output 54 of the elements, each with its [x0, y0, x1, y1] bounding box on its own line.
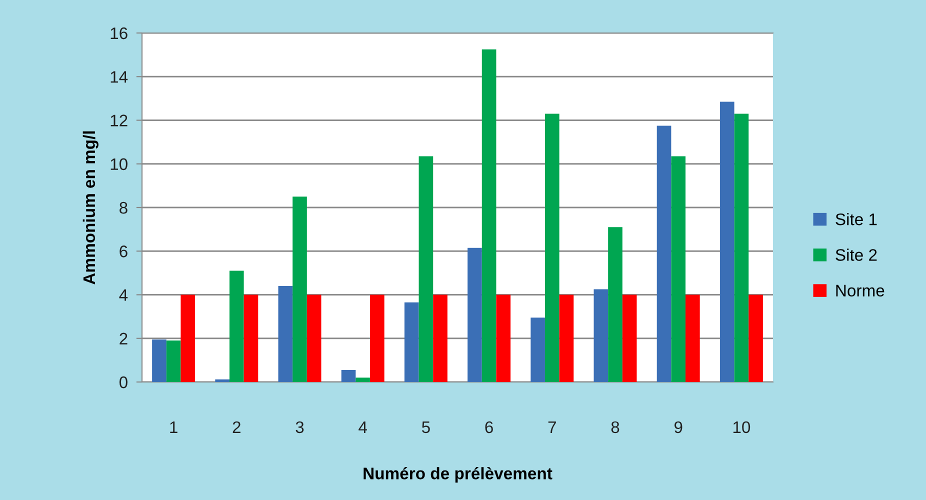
bar — [404, 302, 419, 382]
y-tick-label: 14 — [110, 71, 128, 83]
legend-label: Norme — [836, 284, 884, 297]
x-tick-label: 7 — [548, 422, 556, 433]
y-tick-label: 12 — [110, 114, 128, 126]
bar — [544, 114, 560, 382]
y-tick-label: 10 — [110, 158, 128, 170]
y-tick-label: 16 — [110, 27, 128, 40]
x-axis-title: Numéro de prélèvement — [364, 466, 552, 483]
y-tick-label: 4 — [119, 289, 128, 301]
bar — [341, 370, 356, 382]
bar — [215, 379, 230, 382]
y-tick-label: 0 — [119, 376, 128, 388]
bar — [278, 286, 293, 382]
bar — [530, 318, 545, 382]
x-tick-label: 4 — [358, 422, 367, 433]
bar — [356, 378, 370, 382]
bar — [734, 114, 749, 382]
bar — [671, 156, 686, 382]
bar — [244, 294, 258, 382]
bar — [433, 294, 448, 382]
bar — [418, 156, 434, 382]
y-tick-label: 8 — [120, 202, 128, 214]
y-axis-title: Ammonium en mg/l — [82, 131, 98, 284]
bar — [608, 227, 622, 382]
x-tick-label: 5 — [422, 422, 430, 434]
bar — [559, 294, 574, 382]
x-tick-label: 6 — [485, 421, 493, 434]
legend-label: Site 2 — [836, 248, 877, 261]
bar — [152, 339, 166, 382]
y-tick-label: 2 — [120, 332, 128, 344]
bar — [468, 248, 482, 382]
x-tick-label: 9 — [674, 421, 682, 434]
x-tick-label: 2 — [232, 421, 240, 433]
bar — [229, 270, 244, 382]
bar — [292, 196, 307, 382]
bar — [166, 340, 181, 382]
x-tick-label: 10 — [733, 421, 750, 434]
bar — [496, 294, 511, 382]
bar — [686, 294, 700, 382]
bar — [370, 294, 384, 382]
bar — [656, 126, 672, 382]
x-tick-label: 1 — [170, 422, 178, 433]
bar — [622, 294, 637, 382]
bar — [180, 294, 196, 382]
bar — [748, 294, 763, 382]
bar — [306, 294, 322, 382]
x-tick-label: 3 — [296, 421, 304, 434]
y-tick-label: 6 — [120, 246, 128, 258]
bar — [482, 49, 496, 382]
bar — [594, 289, 608, 382]
x-tick-label: 8 — [611, 421, 620, 434]
bar — [720, 102, 734, 382]
legend-label: Site 1 — [836, 213, 877, 226]
